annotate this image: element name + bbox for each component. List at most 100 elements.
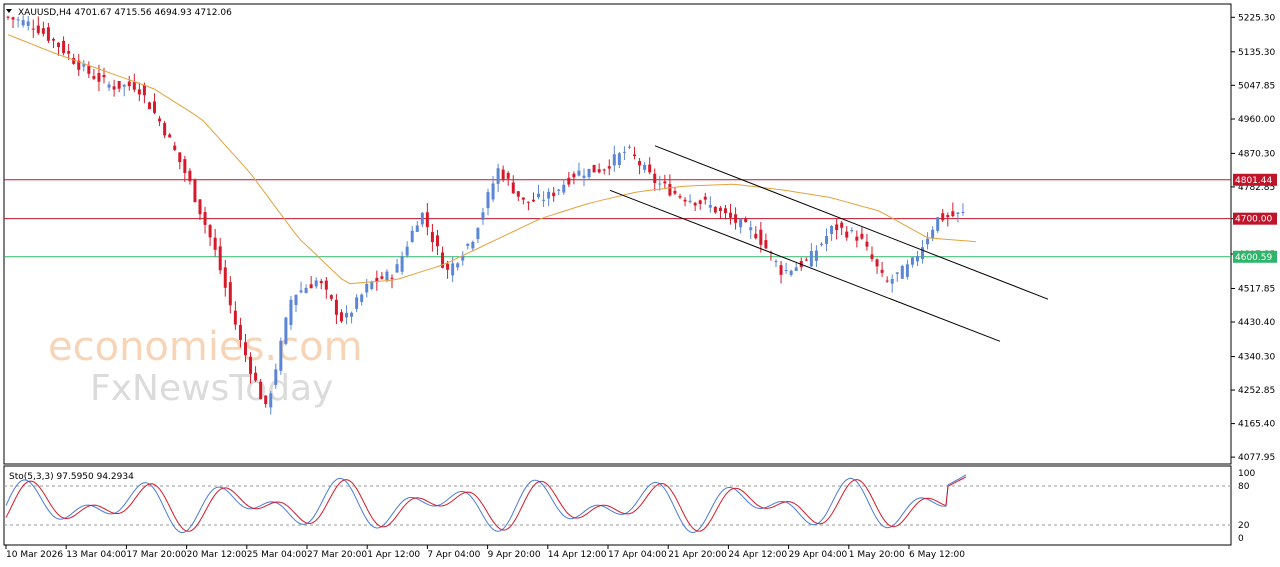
candle-body [31, 28, 35, 30]
candle-body [289, 299, 293, 325]
candle-body [481, 212, 485, 220]
stoch-tick-label: 20 [1238, 521, 1250, 531]
candle-body [633, 154, 637, 157]
candle-body [501, 169, 505, 180]
candle-body [627, 146, 631, 148]
candle-body [21, 20, 25, 26]
candle-body [577, 170, 581, 176]
candle-body [713, 206, 717, 213]
candle-body [683, 199, 687, 202]
candle-body [471, 241, 475, 249]
y-tick-label: 4870.30 [1238, 149, 1275, 159]
candle-body [11, 17, 15, 20]
candle-body [238, 325, 242, 340]
candle-body [446, 263, 450, 270]
candle-body [890, 278, 894, 284]
candle-body [304, 287, 308, 294]
candle-body [208, 225, 212, 238]
candle-body [345, 312, 349, 318]
level-tag-label: 4600.59 [1235, 253, 1272, 263]
candle-body [173, 145, 177, 150]
candle-body [309, 284, 313, 289]
candle-body [405, 246, 409, 256]
chart-header: XAUUSD,H4 4701.67 4715.56 4694.93 4712.0… [18, 8, 232, 18]
candle-body [521, 197, 525, 200]
channel-lower-line [609, 189, 1001, 342]
y-tick-label: 4960.00 [1238, 115, 1275, 125]
level-tag-label: 4801.44 [1235, 176, 1272, 186]
candle-body [693, 202, 697, 206]
candle-body [375, 277, 379, 282]
candle-body [688, 200, 692, 202]
candle-body [324, 280, 328, 290]
candle-body [572, 173, 576, 178]
candle-body [612, 154, 616, 166]
y-tick-label: 4165.40 [1238, 420, 1275, 430]
candle-body [764, 240, 768, 249]
candle-body [228, 282, 232, 306]
candle-body [400, 256, 404, 272]
candle-body [51, 38, 55, 41]
x-tick-label: 1 Apr 12:00 [367, 550, 420, 560]
x-tick-label: 27 Mar 20:00 [307, 550, 367, 560]
candle-body [72, 58, 76, 64]
y-tick-label: 4077.95 [1238, 453, 1275, 463]
candle-body [461, 256, 465, 261]
candle-body [41, 28, 45, 34]
candle-body [956, 212, 960, 214]
stoch-tick-label: 0 [1238, 534, 1244, 544]
x-tick-label: 1 May 20:00 [849, 550, 905, 560]
candle-body [607, 166, 611, 169]
candle-body [865, 241, 869, 247]
y-tick-label: 4340.30 [1238, 353, 1275, 363]
candle-body [329, 295, 333, 299]
candle-body [794, 267, 798, 272]
candle-body [819, 243, 823, 245]
stoch-d-line [5, 476, 967, 532]
candle-body [910, 257, 914, 265]
candle-body [6, 16, 10, 18]
candle-body [809, 251, 813, 267]
candle-body [168, 134, 172, 138]
candle-body [203, 212, 207, 225]
y-tick-label: 5047.85 [1238, 81, 1275, 91]
candle-body [587, 168, 591, 178]
candle-body [663, 181, 667, 184]
candle-body [915, 256, 919, 262]
candle-body [435, 235, 439, 247]
candle-body [62, 40, 66, 53]
candle-body [643, 164, 647, 170]
stoch-tick-label: 100 [1238, 469, 1255, 479]
candle-body [107, 84, 111, 88]
x-tick-label: 24 Apr 12:00 [728, 550, 787, 560]
main-panel-frame [3, 3, 1232, 465]
candle-body [87, 65, 91, 74]
candle-body [582, 175, 586, 178]
candle-body [183, 159, 187, 173]
candle-body [845, 231, 849, 238]
candle-body [163, 123, 167, 136]
candle-body [92, 76, 96, 79]
candle-body [946, 215, 950, 218]
candle-body [112, 86, 116, 90]
candle-body [132, 82, 136, 90]
candle-body [789, 270, 793, 275]
y-tick-label: 5135.30 [1238, 48, 1275, 58]
candle-body [153, 101, 157, 113]
x-tick-label: 29 Apr 04:00 [789, 550, 848, 560]
candle-body [360, 294, 364, 302]
candle-body [415, 225, 419, 232]
candle-body [562, 184, 566, 193]
candle-body [67, 51, 71, 54]
candle-body [425, 212, 429, 228]
stoch-label: Sto(5,3,3) 97.5950 94.2934 [9, 472, 134, 482]
candle-body [390, 277, 394, 279]
candle-body [552, 192, 556, 197]
candle-body [759, 229, 763, 245]
x-tick-label: 9 Apr 20:00 [488, 550, 541, 560]
candle-body [668, 183, 672, 196]
candle-body [127, 81, 131, 87]
candle-body [749, 227, 753, 231]
candle-body [420, 212, 424, 225]
